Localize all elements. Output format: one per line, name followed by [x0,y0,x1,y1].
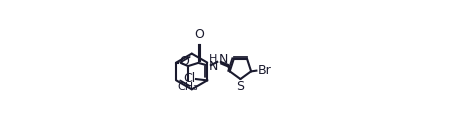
Text: S: S [236,80,244,93]
Text: CH₃: CH₃ [178,82,199,92]
Text: O: O [195,28,205,41]
Text: N: N [209,60,218,73]
Text: O: O [179,55,189,68]
Text: Br: Br [257,64,271,77]
Text: N: N [219,53,228,66]
Text: Cl: Cl [183,72,195,85]
Text: H: H [209,54,217,64]
